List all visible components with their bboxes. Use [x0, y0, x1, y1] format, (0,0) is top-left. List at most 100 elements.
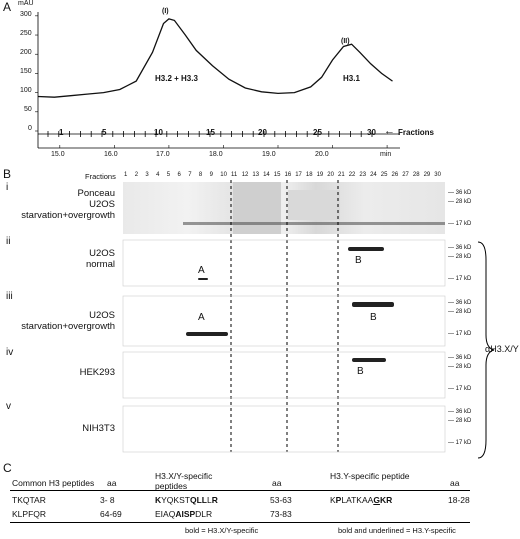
blot-fraction-number: 10: [220, 172, 227, 178]
table-top-rule: [10, 490, 470, 491]
time-unit: min: [380, 151, 392, 158]
row-i-sample-line1: Ponceau: [77, 188, 115, 199]
y-g: G: [373, 495, 380, 505]
row-iii-sample-line1: U2OS: [89, 310, 115, 321]
blot-fraction-number: 24: [370, 172, 377, 178]
row-iii-band-b-label: B: [370, 312, 377, 323]
row1-xy-aa: 53-63: [270, 495, 292, 505]
blot-fraction-number: 21: [338, 172, 345, 178]
row1-y-aa: 18-28: [448, 495, 470, 505]
row-iv-sample-line1: HEK293: [79, 367, 115, 378]
note-bold: bold = H3.X/Y-specific: [185, 526, 259, 535]
marker-label: — 36 kD: [448, 190, 472, 196]
row1-common: TKQTAR: [12, 495, 46, 505]
col3-header: H3.Y-specific peptide: [330, 471, 410, 481]
antibody-brace-icon: [477, 241, 495, 459]
y-tick-250: 250: [20, 30, 32, 37]
xy1-r: R: [211, 495, 218, 505]
blot-fraction-number: 15: [273, 172, 281, 178]
row-ii-band-b: [348, 247, 384, 251]
row-ii-sample-line1: U2OS: [89, 248, 115, 259]
y-tick-50: 50: [24, 106, 32, 113]
time-tick-20: 20.0: [315, 151, 329, 158]
table-bottom-rule: [10, 522, 470, 523]
panel-c-letter: C: [3, 461, 12, 475]
y-k2: K: [379, 495, 387, 505]
row-numeral-i: i: [6, 182, 9, 193]
xy1-l: L: [206, 495, 212, 505]
col2-header: H3.X/Y-specific peptides: [155, 471, 213, 491]
row1-common-aa: 3- 8: [100, 495, 115, 505]
row-ii-band-a: [198, 278, 208, 280]
time-tick-16: 16.0: [104, 151, 118, 158]
blot-fraction-number: 4: [156, 172, 160, 178]
row-numeral-iv: iv: [6, 347, 14, 358]
row2-common: KLPFQR: [12, 509, 47, 519]
blot-fraction-number: 14: [263, 172, 270, 178]
fraction-tick-25: 25: [313, 128, 322, 137]
fraction-tick-5: 5: [102, 128, 107, 137]
y-tick-300: 300: [20, 11, 32, 18]
row2-xy-aa: 73-83: [270, 509, 292, 519]
blot-fraction-number: 29: [423, 172, 431, 178]
marker-label: — 36 kD: [448, 355, 472, 361]
marker-label: — 36 kD: [448, 245, 472, 251]
row-numeral-v: v: [6, 401, 11, 412]
y-mid: LATKAA: [341, 495, 374, 505]
y-unit-label: mAU: [18, 0, 34, 7]
blot-fraction-number: 12: [241, 172, 249, 178]
marker-label: — 28 kD: [448, 418, 472, 424]
blot-fraction-number: 26: [391, 172, 399, 178]
marker-label: — 36 kD: [448, 300, 472, 306]
marker-label: — 36 kD: [448, 409, 472, 415]
row2-xy-peptide: EIAQAISPDLR: [155, 509, 212, 519]
marker-label: — 28 kD: [448, 254, 472, 260]
blot-fraction-number: 18: [305, 172, 313, 178]
blot-fraction-number: 30: [434, 172, 441, 178]
fraction-tick-30: 30: [367, 128, 376, 137]
chromatogram-trace: [37, 18, 393, 98]
row-v-sample-line1: NIH3T3: [82, 423, 115, 434]
y-k: K: [330, 495, 336, 505]
marker-label: — 17 kD: [448, 440, 472, 446]
blot-fraction-number: 13: [252, 172, 260, 178]
blot-fraction-number: 19: [316, 172, 324, 178]
xy2-c: DLR: [195, 509, 213, 519]
row1-y-peptide: KPLATKAAGKR: [330, 495, 392, 505]
blot-fraction-number: 25: [380, 172, 388, 178]
y-tick-0: 0: [28, 125, 32, 132]
y-tick-100: 100: [20, 87, 32, 94]
fraction-tick-20: 20: [258, 128, 267, 137]
marker-label: — 28 kD: [448, 309, 472, 315]
y-p: P: [335, 495, 342, 505]
fraction-tick-1: 1: [59, 128, 64, 137]
row-ii-band-a-label: A: [198, 265, 205, 276]
time-tick-19: 19.0: [262, 151, 276, 158]
blot-fraction-number: 23: [359, 172, 367, 178]
blot-fraction-number: 7: [188, 172, 192, 178]
row-iii-band-a: [186, 332, 228, 336]
xy1-q: Q: [189, 495, 197, 505]
fractions-arrow-icon: ←: [384, 125, 395, 137]
peak1-label: (I): [162, 8, 169, 15]
marker-label: — 17 kD: [448, 276, 472, 282]
blot-fraction-number: 6: [177, 172, 181, 178]
time-tick-18: 18.0: [209, 151, 223, 158]
col3-aa-header: aa: [450, 478, 460, 488]
xy2-b: AISP: [175, 509, 196, 519]
row-ii-sample-line2: normal: [85, 259, 115, 270]
y-tick-150: 150: [20, 68, 32, 75]
col2-aa-header: aa: [272, 478, 282, 488]
time-tick-17: 17.0: [156, 151, 170, 158]
xy1-ll: LL: [196, 495, 207, 505]
blot-fraction-number: 2: [134, 172, 139, 178]
row2-common-aa: 64-69: [100, 509, 122, 519]
blot-fraction-number: 16: [284, 172, 292, 178]
xy2-a: EIAQ: [155, 509, 176, 519]
blot-fraction-number: 1: [124, 172, 128, 178]
xy1-mid: YQKST: [161, 495, 190, 505]
marker-label: — 17 kD: [448, 386, 472, 392]
blot-fraction-number: 27: [402, 172, 409, 178]
blot-fraction-number: 5: [166, 172, 171, 178]
fraction-tick-10: 10: [154, 128, 163, 137]
